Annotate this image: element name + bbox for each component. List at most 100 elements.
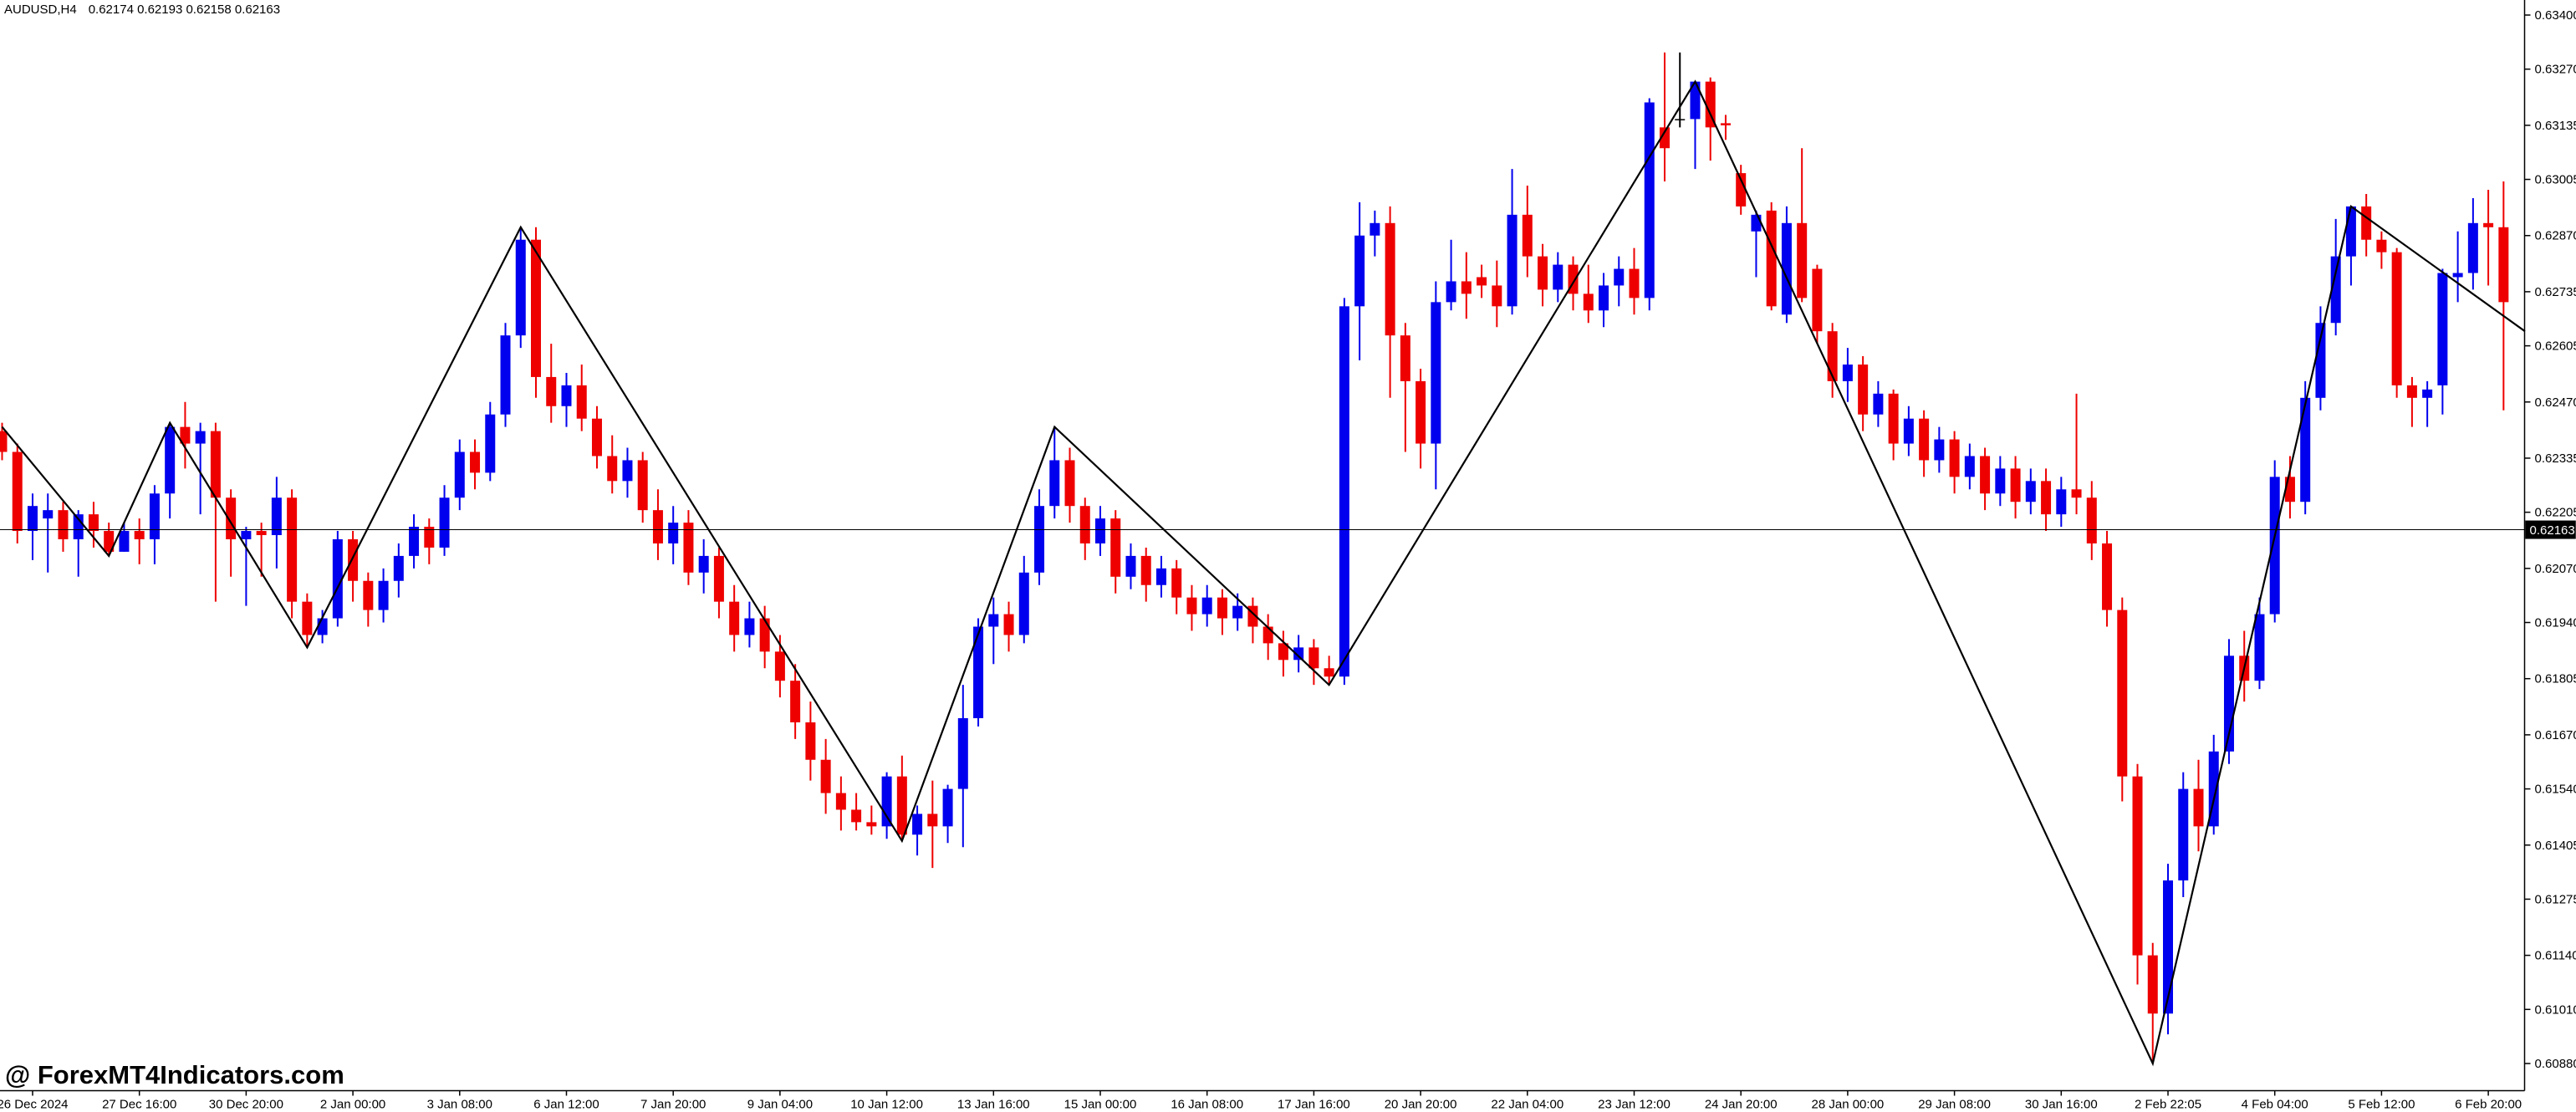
candle: [2147, 942, 2158, 1064]
time-tick-label: 23 Jan 12:00: [1598, 1098, 1671, 1112]
candle-body: [1949, 439, 1960, 477]
candle-body: [2254, 614, 2265, 681]
candle-body: [2178, 788, 2189, 881]
candle-body: [2117, 610, 2128, 777]
candle-body: [439, 497, 450, 548]
candle: [2163, 864, 2174, 1035]
time-tick-label: 2 Jan 00:00: [320, 1098, 385, 1112]
candle: [1293, 635, 1304, 673]
candle: [2376, 231, 2387, 269]
candle-body: [1553, 264, 1563, 290]
candle-body: [1416, 380, 1426, 444]
candle: [0, 422, 8, 461]
candle-body: [1186, 597, 1197, 615]
price-tick-label: 0.63005: [2535, 173, 2576, 187]
candle-body: [2483, 222, 2494, 227]
candle: [2132, 763, 2143, 985]
candle: [1553, 252, 1563, 303]
candle: [1431, 281, 1441, 490]
candle-body: [1599, 285, 1609, 311]
candle-body: [1690, 81, 1701, 120]
candle-body: [927, 814, 938, 827]
price-tick-label: 0.63270: [2535, 63, 2576, 77]
candle: [470, 439, 481, 490]
candle: [866, 805, 877, 835]
current-price-tag: 0.62163: [2525, 520, 2576, 539]
candle: [363, 572, 374, 627]
candle: [912, 805, 923, 856]
price-axis[interactable]: 0.63400 0.63270 0.63135 0.63005 0.62870 0.627…: [2524, 8, 2576, 1071]
candle-body: [1797, 222, 1808, 298]
candle: [1034, 489, 1045, 585]
candle: [409, 514, 420, 569]
candle: [2102, 531, 2113, 627]
candle-body: [1034, 506, 1045, 573]
candle-body: [470, 451, 481, 473]
candle-body: [881, 776, 892, 827]
candle: [1155, 555, 1166, 598]
candle-body: [1751, 214, 1762, 232]
candle-body: [713, 555, 724, 602]
price-tick-label: 0.61940: [2535, 616, 2576, 630]
candle-body: [226, 497, 237, 539]
time-axis[interactable]: 26 Dec 2024 27 Dec 16:00 30 Dec 20:00 2 Jan…: [0, 1090, 2522, 1112]
candle-body: [957, 717, 968, 789]
candle: [576, 365, 587, 431]
candle-body: [1477, 277, 1487, 286]
candle-body: [1431, 302, 1441, 444]
candle-body: [1614, 268, 1625, 286]
candle-body: [774, 651, 785, 681]
time-tick-label: 20 Jan 20:00: [1385, 1098, 1457, 1112]
candle: [531, 227, 542, 398]
candle: [942, 784, 953, 844]
time-tick-label: 27 Dec 16:00: [102, 1098, 176, 1112]
candle: [1018, 555, 1029, 644]
candle-body: [576, 385, 587, 419]
candle-body: [2010, 468, 2021, 502]
candle: [1507, 169, 1518, 315]
candle: [1842, 348, 1853, 402]
candle: [637, 451, 648, 523]
candle-body: [531, 239, 542, 377]
candle-body: [317, 618, 328, 635]
time-tick-label: 28 Jan 00:00: [1812, 1098, 1885, 1112]
candle: [348, 531, 359, 602]
candle-body: [2361, 206, 2372, 240]
candle-body: [2315, 323, 2326, 398]
candle-body: [1858, 365, 1869, 415]
candle: [1324, 655, 1334, 686]
candle: [759, 605, 770, 669]
candle-body: [2269, 477, 2280, 615]
candle: [439, 485, 450, 556]
candle: [1522, 186, 1533, 278]
candle-body: [729, 601, 740, 635]
candle: [2391, 247, 2402, 398]
candle: [1675, 52, 1686, 128]
candle: [515, 227, 526, 349]
candle: [12, 443, 23, 543]
candle: [1385, 206, 1395, 398]
candle-body: [1385, 222, 1395, 336]
candle-body: [546, 376, 557, 406]
candle-body: [1659, 127, 1670, 149]
candle-body: [2056, 489, 2067, 515]
candle: [896, 755, 907, 841]
candle-body: [1354, 235, 1365, 307]
candle: [668, 506, 679, 564]
candle: [1003, 601, 1014, 652]
candle: [2086, 481, 2097, 560]
candle: [1766, 201, 1777, 311]
candle-body: [104, 531, 115, 552]
candle-body: [1919, 418, 1930, 461]
price-tick-label: 0.62470: [2535, 395, 2576, 410]
candle: [1858, 356, 1869, 431]
candle-body: [1766, 210, 1777, 307]
candle-body: [1064, 460, 1075, 507]
price-tick-label: 0.61010: [2535, 1002, 2576, 1017]
zigzag-indicator-line: [1, 79, 2526, 1067]
candle: [1964, 443, 1975, 490]
time-tick-label: 29 Jan 08:00: [1918, 1098, 1991, 1112]
